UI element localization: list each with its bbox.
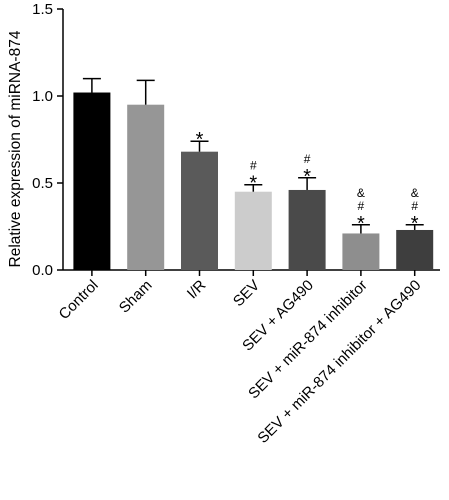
x-tick-label: Sham — [116, 277, 156, 317]
significance-marker: * — [411, 213, 419, 235]
y-axis: 0.0 0.5 1.0 1.5 — [32, 1, 64, 279]
x-axis — [63, 269, 440, 276]
significance-marker: * — [196, 129, 204, 151]
significance-marker: * — [249, 173, 257, 195]
y-tick-label: 1.0 — [32, 88, 53, 105]
bar — [181, 151, 218, 270]
significance-marker: & — [357, 186, 365, 200]
significance-marker: * — [357, 213, 365, 235]
bar — [288, 189, 326, 270]
bar — [396, 229, 434, 270]
significance-marker: # — [358, 199, 365, 213]
x-tick-label: I/R — [184, 277, 210, 303]
y-tick-label: 1.5 — [32, 1, 53, 18]
significance-markers: **#*#*#&*#& — [196, 129, 419, 235]
y-axis-title: Relative expression of miRNA-874 — [7, 30, 24, 267]
bars — [73, 92, 434, 271]
bar — [73, 92, 111, 271]
bar — [342, 233, 380, 270]
significance-marker: & — [411, 186, 419, 200]
y-tick-label: 0.5 — [32, 175, 53, 192]
significance-marker: # — [304, 152, 311, 166]
significance-marker: # — [411, 199, 418, 213]
significance-marker: * — [303, 166, 311, 188]
bar — [127, 104, 165, 270]
y-tick-label: 0.0 — [32, 262, 53, 279]
bar — [234, 191, 272, 270]
x-tick-label: SEV — [230, 277, 263, 310]
x-tick-label: Control — [56, 277, 102, 323]
error-bars — [82, 77, 424, 234]
significance-marker: # — [250, 159, 257, 173]
